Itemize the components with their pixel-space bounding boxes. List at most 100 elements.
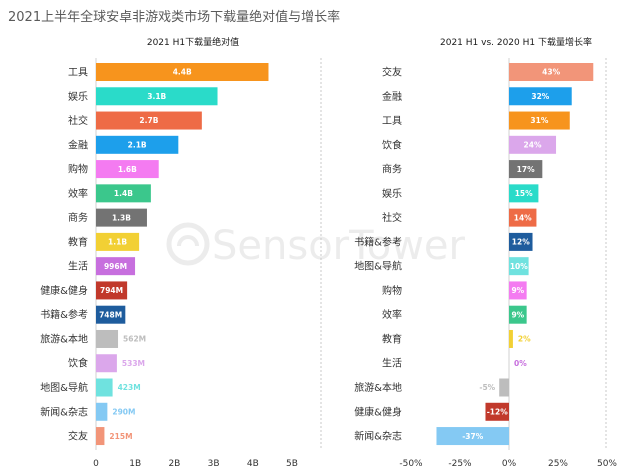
growth-bar-2 [509, 111, 570, 130]
abs-value-label-3: 2.1B [128, 141, 147, 150]
growth-bar-1 [509, 87, 572, 106]
abs-bar-7 [96, 232, 140, 251]
growth-x-tick-label-1: -25% [448, 459, 472, 469]
growth-value-label-9: 9% [511, 286, 524, 295]
abs-x-tick-label-1: 1B [129, 459, 141, 469]
growth-value-label-0: 43% [542, 68, 560, 77]
abs-value-label-6: 1.3B [112, 213, 131, 222]
abs-bar-13 [96, 378, 113, 397]
growth-category-label-14: 健康&健身 [354, 405, 402, 418]
growth-bar-13 [499, 378, 509, 397]
abs-category-label-7: 教育 [68, 235, 88, 248]
abs-bar-3 [96, 135, 179, 154]
abs-category-label-15: 交友 [68, 430, 88, 443]
growth-category-label-1: 金融 [382, 90, 402, 103]
abs-value-label-0: 4.4B [173, 68, 192, 77]
growth-bar-14 [485, 402, 509, 421]
abs-bar-6 [96, 208, 147, 227]
growth-value-label-6: 14% [514, 213, 532, 222]
growth-bar-3 [509, 135, 557, 154]
growth-category-label-0: 交友 [382, 66, 402, 79]
growth-category-label-5: 娱乐 [382, 187, 402, 200]
growth-value-label-8: 10% [510, 262, 528, 271]
abs-x-tick-label-4: 4B [247, 459, 259, 469]
growth-value-label-11: 2% [518, 335, 531, 344]
abs-bar-10 [96, 305, 126, 324]
abs-value-label-8: 996M [104, 262, 127, 271]
growth-bar-8 [509, 257, 529, 276]
growth-category-label-8: 地图&导航 [354, 260, 402, 273]
growth-category-label-11: 教育 [382, 332, 402, 345]
page-title: 2021上半年全球安卓非游戏类市场下载量绝对值与增长率 [8, 9, 340, 25]
growth-x-tick-label-2: 0% [502, 459, 517, 469]
abs-category-label-3: 金融 [68, 138, 88, 151]
abs-category-label-9: 健康&健身 [40, 284, 88, 297]
growth-value-label-14: -12% [487, 407, 509, 416]
abs-category-label-6: 商务 [68, 211, 88, 224]
growth-category-label-3: 饮食 [382, 138, 402, 151]
abs-category-label-13: 地图&导航 [40, 381, 88, 394]
growth-bar-9 [509, 281, 527, 300]
growth-category-label-15: 新闻&杂志 [354, 430, 402, 443]
watermark: SensorTower [166, 222, 466, 269]
abs-category-label-11: 旅游&本地 [40, 332, 88, 345]
growth-value-label-1: 32% [531, 92, 549, 101]
abs-value-label-12: 533M [122, 359, 145, 368]
abs-value-label-7: 1.1B [108, 238, 127, 247]
abs-bar-11 [96, 329, 119, 348]
growth-bar-5 [509, 184, 539, 203]
abs-value-label-2: 2.7B [139, 116, 158, 125]
growth-x-tick-label-3: 25% [548, 459, 568, 469]
abs-x-tick-label-3: 3B [208, 459, 220, 469]
watermark-logo-arc-icon [177, 235, 199, 247]
abs-category-label-14: 新闻&杂志 [40, 405, 88, 418]
growth-x-tick-label-4: 50% [597, 459, 617, 469]
abs-bar-14 [96, 402, 108, 421]
abs-value-label-4: 1.6B [118, 165, 137, 174]
growth-category-label-2: 工具 [382, 115, 402, 127]
growth-value-label-12: 0% [514, 359, 527, 368]
abs-bar-12 [96, 354, 117, 373]
abs-category-label-5: 效率 [68, 187, 88, 200]
abs-x-tick-label-0: 0 [93, 459, 99, 469]
growth-category-label-13: 旅游&本地 [354, 381, 402, 394]
growth-value-label-2: 31% [530, 116, 548, 125]
abs-x-tick-label-2: 2B [168, 459, 180, 469]
abs-x-tick-label-5: 5B [286, 459, 298, 469]
growth-bar-10 [509, 305, 527, 324]
abs-bar-4 [96, 160, 159, 179]
abs-category-label-2: 社交 [68, 114, 88, 127]
abs-bar-5 [96, 184, 151, 203]
growth-bar-11 [509, 329, 513, 348]
abs-value-label-10: 748M [99, 310, 122, 319]
abs-value-label-14: 290M [112, 407, 135, 416]
abs-bar-15 [96, 427, 105, 446]
growth-category-label-12: 生活 [382, 357, 402, 370]
watermark-text: SensorTower [212, 223, 466, 269]
abs-bar-0 [96, 63, 269, 81]
abs-bar-8 [96, 257, 136, 276]
growth-value-label-15: -37% [462, 432, 484, 441]
growth-category-label-9: 购物 [382, 284, 402, 297]
watermark-logo-icon [166, 222, 210, 266]
abs-category-label-4: 购物 [68, 163, 88, 176]
growth-value-label-13: -5% [479, 383, 495, 392]
abs-value-label-13: 423M [118, 383, 141, 392]
abs-bar-1 [96, 87, 218, 106]
growth-bar-6 [509, 208, 537, 227]
growth-category-label-4: 商务 [382, 163, 402, 176]
growth-value-label-10: 9% [511, 310, 524, 319]
growth-bar-0 [509, 63, 594, 81]
growth-value-label-7: 12% [512, 238, 530, 247]
growth-category-label-10: 效率 [382, 308, 402, 321]
abs-category-label-1: 娱乐 [68, 90, 88, 103]
abs-chart: 工具 4.4B 娱乐 3.1B 社交 2.7B 金融 2.1B 购物 1.6B 效率 1.4B 商务 1.… [40, 58, 298, 469]
abs-category-label-12: 饮食 [68, 357, 88, 370]
growth-x-tick-label-0: -50% [399, 459, 423, 469]
abs-bar-2 [96, 111, 202, 130]
growth-chart: 交友 43% 金融 32% 工具 31% 饮食 24% 商务 17% 娱乐 15% 社交 14% 书籍&参考… [354, 58, 617, 469]
abs-value-label-15: 215M [109, 432, 132, 441]
abs-value-label-9: 794M [100, 286, 123, 295]
growth-bar-15 [436, 427, 509, 446]
growth-value-label-4: 17% [517, 165, 535, 174]
